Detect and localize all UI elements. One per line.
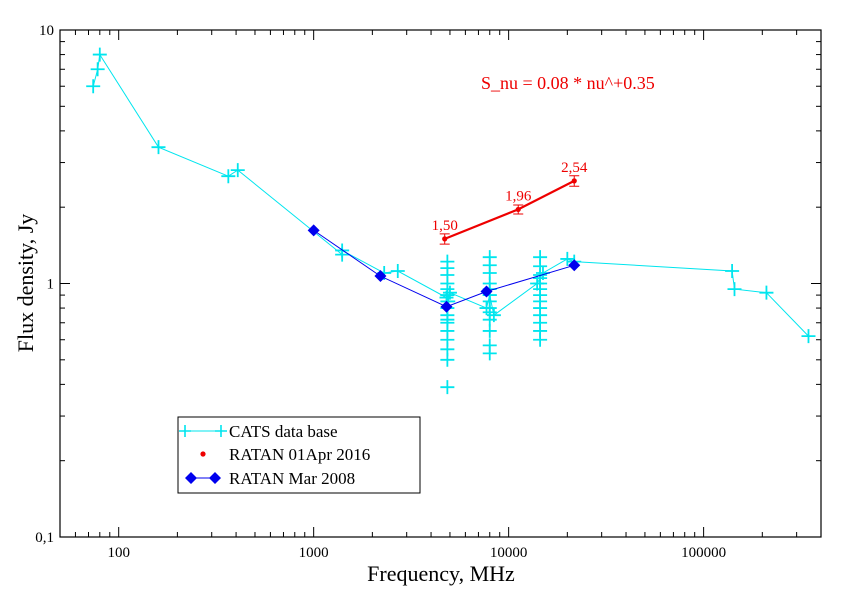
cats-point: [759, 285, 774, 300]
ratan-2016-point: [515, 206, 521, 213]
cats-point: [230, 163, 245, 178]
fit-annotation: S_nu = 0.08 * nu^+0.35: [481, 73, 655, 93]
axis-tick-labels: 100 1000 10000 100000 0,1 1 10: [35, 23, 726, 561]
legend-label-cats: CATS data base: [229, 422, 338, 441]
y-tick-label: 0,1: [35, 530, 54, 546]
cats-point: [92, 47, 107, 62]
legend-label-ratan-2008: RATAN Mar 2008: [229, 469, 355, 488]
ratan-2016-data-label: 1,96: [505, 188, 532, 204]
y-tick-label: 10: [39, 23, 54, 39]
y-axis-label: Flux density, Jy: [13, 214, 38, 353]
cats-point: [801, 329, 816, 344]
cats-point: [482, 346, 497, 361]
ratan-2008-point: [440, 300, 453, 313]
cats-point: [90, 62, 105, 77]
ratan-2016-data-label: 2,54: [561, 160, 588, 176]
series-cats: [86, 47, 816, 395]
axis-ticks: [59, 30, 822, 538]
x-tick-label: 10000: [490, 545, 528, 561]
y-tick-label: 1: [47, 277, 55, 293]
ratan-2008-point: [307, 224, 320, 237]
x-tick-label: 1000: [299, 545, 329, 561]
cats-point: [221, 169, 236, 184]
legend-label-ratan-2016: RATAN 01Apr 2016: [229, 445, 370, 464]
ratan-2016-point: [571, 178, 577, 184]
cats-point: [440, 352, 455, 367]
series-ratan-2016: 1,50 1,96 2,54: [432, 160, 588, 245]
ratan-2008-point: [374, 270, 387, 283]
cats-point: [442, 285, 457, 300]
ratan-2016-data-label: 1,50: [432, 218, 458, 234]
cats-point: [725, 264, 740, 279]
ratan-2008-point: [568, 259, 581, 272]
legend-entry-ratan-2016: RATAN 01Apr 2016: [200, 445, 370, 464]
x-tick-label: 100: [107, 545, 130, 561]
cats-point: [482, 323, 497, 338]
cats-point: [151, 140, 166, 155]
series-ratan-2008: [307, 224, 581, 313]
legend-entry-ratan-2008: RATAN Mar 2008: [185, 469, 355, 488]
ratan-2016-point: [442, 236, 448, 242]
cats-point: [390, 264, 405, 279]
ratan-2008-point: [480, 285, 493, 298]
legend: CATS data base RATAN 01Apr 2016 RATAN Ma…: [177, 416, 421, 494]
x-axis-label: Frequency, MHz: [367, 561, 515, 586]
cats-point: [86, 79, 101, 94]
x-tick-label: 100000: [681, 545, 726, 561]
cats-point: [727, 282, 742, 297]
cats-point: [560, 251, 575, 266]
cats-point: [533, 332, 548, 347]
cats-point: [440, 380, 455, 395]
legend-entry-cats: CATS data base: [179, 422, 338, 441]
cats-line: [92, 53, 809, 337]
